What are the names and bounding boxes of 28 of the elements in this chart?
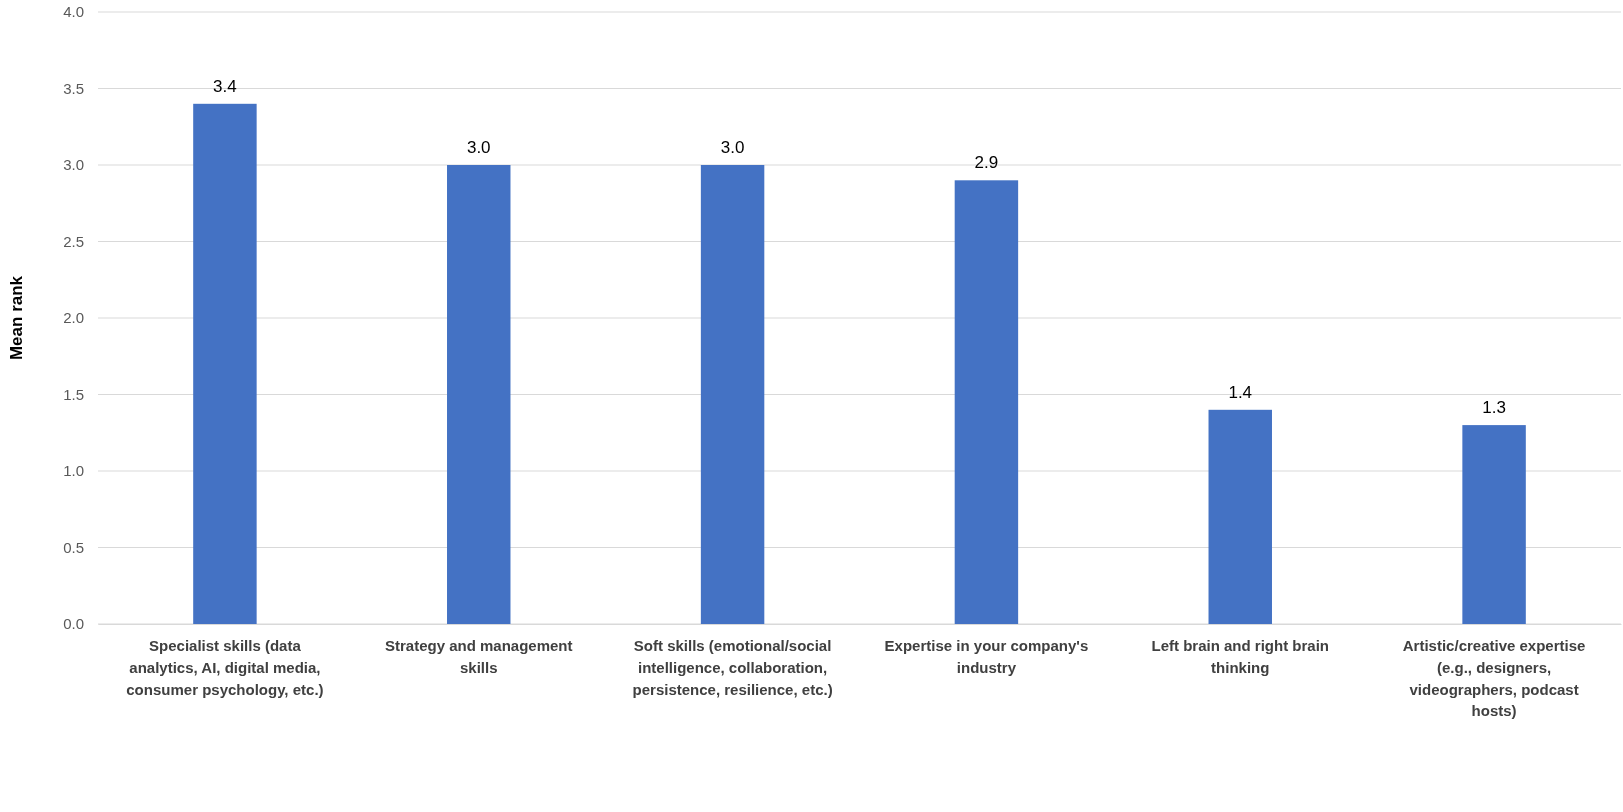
x-tick-label: Specialist skills (data analytics, AI, digital media, consumer psychology, etc.) [126,637,324,698]
bar [954,180,1019,624]
y-tick-label: 1.5 [63,385,84,403]
y-axis-title: Mean rank [7,275,26,361]
x-tick-label: Soft skills (emotional/social intelligence, collaboration, persistence, resilience, etc.) [632,637,833,698]
y-tick-label: 0.0 [63,615,84,633]
y-tick-label: 1.0 [63,462,84,480]
bar [700,165,765,624]
y-tick-label: 4.0 [63,3,84,21]
y-tick-label: 2.5 [63,232,84,250]
y-tick-label: 0.5 [63,538,84,556]
bar [447,165,511,624]
data-label: 3.0 [720,138,745,157]
data-label: 1.3 [1482,398,1506,418]
x-tick-label: Expertise in your company's industry [884,637,1089,676]
bar [1208,409,1272,624]
y-tick-label: 3.5 [63,79,84,97]
y-tick-label: 2.0 [63,309,84,327]
data-label: 1.4 [1228,382,1253,402]
x-tick-label: Left brain and right brain thinking [1151,637,1330,676]
x-tick-label: Strategy and management skills [384,637,573,676]
x-tick-label: Artistic/creative expertise (e.g., designers, videographers, podcast hosts) [1402,637,1586,720]
data-label: 2.9 [974,153,999,173]
data-label: 3.0 [466,138,491,157]
bar [193,103,257,624]
bar [1462,425,1526,624]
data-label: 3.4 [213,76,237,96]
y-tick-label: 3.0 [63,156,84,174]
